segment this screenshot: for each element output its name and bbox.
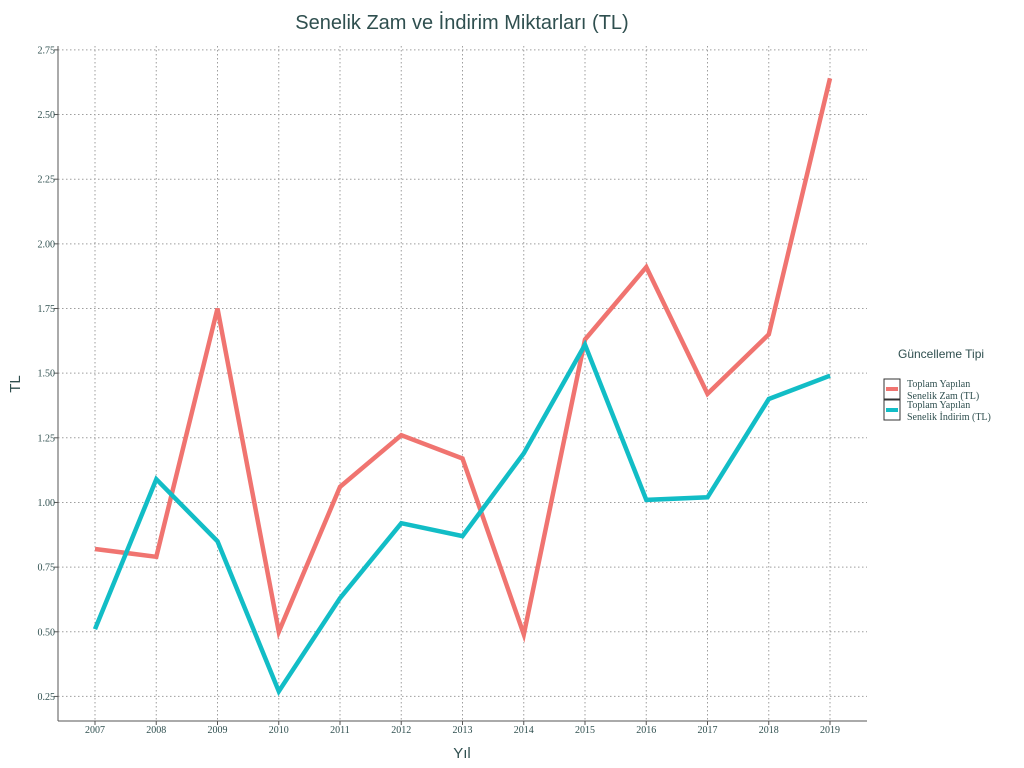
legend: Güncelleme Tipi Toplam Yapılan Senelik Z… <box>883 347 991 423</box>
grid-lines <box>58 46 867 721</box>
legend-label-indirim-line2: Senelik İndirim (TL) <box>907 411 991 423</box>
legend-label-indirim-line1: Toplam Yapılan <box>907 400 970 411</box>
y-tick-label: 1.25 <box>38 433 56 444</box>
x-tick-label: 2017 <box>698 725 718 736</box>
y-tick-label: 0.75 <box>38 563 56 574</box>
x-tick-label: 2009 <box>208 725 228 736</box>
x-axis-title: Yıl <box>453 745 471 762</box>
legend-title: Güncelleme Tipi <box>898 347 984 361</box>
y-axis-title: TL <box>7 375 24 393</box>
x-axis-ticks: 2007 2008 2009 2010 2011 2012 2013 2014 2015 2016… <box>85 721 840 736</box>
y-tick-label: 1.75 <box>38 304 56 315</box>
x-tick-label: 2012 <box>391 725 411 736</box>
x-tick-label: 2007 <box>85 725 105 736</box>
x-tick-label: 2016 <box>636 725 656 736</box>
y-tick-label: 0.25 <box>38 692 56 703</box>
y-tick-label: 2.25 <box>38 175 56 186</box>
x-tick-label: 2011 <box>330 725 350 736</box>
x-tick-label: 2019 <box>820 725 840 736</box>
legend-item-zam: Toplam Yapılan Senelik Zam (TL) <box>883 378 979 402</box>
series-line-zam <box>94 77 833 643</box>
y-tick-label: 2.75 <box>38 45 56 56</box>
x-tick-label: 2010 <box>269 725 289 736</box>
x-tick-label: 2008 <box>146 725 166 736</box>
x-tick-label: 2013 <box>453 725 473 736</box>
x-tick-label: 2015 <box>575 725 595 736</box>
y-axis-ticks: 0.25 0.50 0.75 1.00 1.25 1.50 1.75 2.00 2.25 2.50… <box>38 45 58 703</box>
y-tick-label: 1.50 <box>38 369 56 380</box>
y-tick-label: 0.50 <box>38 627 56 638</box>
x-tick-label: 2014 <box>514 725 534 736</box>
legend-label-zam-line1: Toplam Yapılan <box>907 379 970 390</box>
series-lines <box>92 77 833 697</box>
legend-label-zam-line2: Senelik Zam (TL) <box>907 391 979 402</box>
series-line-indirim <box>92 339 831 697</box>
chart-title: Senelik Zam ve İndirim Miktarları (TL) <box>295 11 628 34</box>
legend-item-indirim: Toplam Yapılan Senelik İndirim (TL) <box>883 399 991 423</box>
y-tick-label: 2.00 <box>38 239 56 250</box>
y-tick-label: 1.00 <box>38 498 56 509</box>
y-tick-label: 2.50 <box>38 110 56 121</box>
x-tick-label: 2018 <box>759 725 779 736</box>
